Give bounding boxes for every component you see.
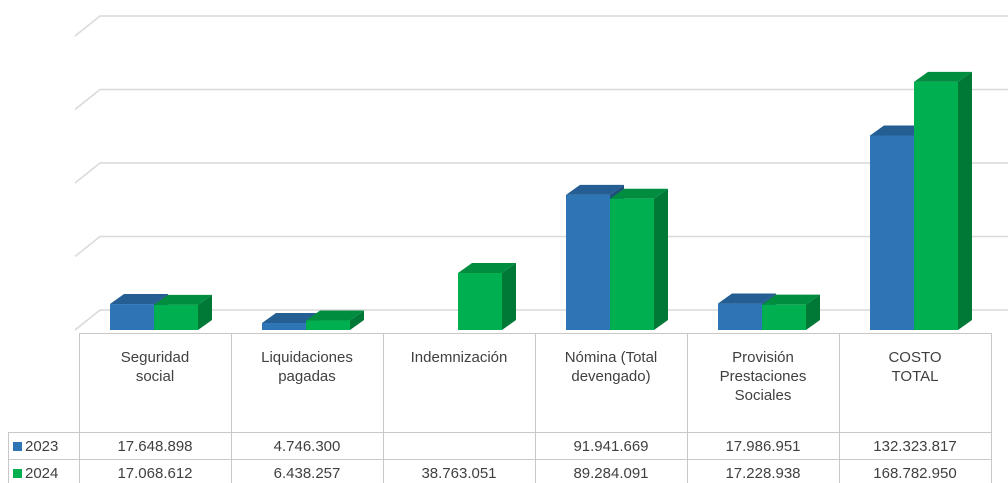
legend-label: 2024 bbox=[25, 464, 59, 482]
bar-top bbox=[610, 188, 668, 199]
value-cell: 17.986.951 bbox=[686, 432, 840, 460]
bar bbox=[610, 188, 668, 330]
bar bbox=[458, 263, 516, 330]
bar-top bbox=[110, 294, 168, 305]
bar-top bbox=[458, 263, 516, 274]
bar-front bbox=[914, 81, 958, 330]
bar-side bbox=[806, 294, 820, 330]
value-cell: 6.438.257 bbox=[230, 459, 384, 483]
category-label: Nómina (Total devengado) bbox=[564, 349, 658, 385]
table-row: 2024 17.068.612 6.438.257 38.763.051 89.284.… bbox=[8, 459, 992, 483]
bar-top bbox=[154, 294, 212, 305]
bar-front bbox=[110, 304, 154, 330]
legend-cell: 2024 bbox=[8, 459, 80, 483]
legend-cell: 2023 bbox=[8, 432, 80, 460]
table-header: Seguridad social Liquidaciones pagadas Ind… bbox=[8, 333, 992, 433]
bar-top bbox=[262, 313, 320, 324]
bar-front bbox=[458, 273, 502, 330]
bar-front bbox=[262, 323, 306, 330]
bar-front bbox=[610, 198, 654, 330]
category-label: Indemnización bbox=[410, 349, 508, 366]
bar-front bbox=[762, 304, 806, 330]
bar-top bbox=[566, 184, 624, 195]
grid-line bbox=[74, 309, 1008, 331]
bar bbox=[718, 293, 776, 330]
bar-front bbox=[870, 135, 914, 330]
bar-front bbox=[306, 320, 350, 330]
bar bbox=[154, 294, 212, 330]
value-cell: 91.941.669 bbox=[534, 432, 688, 460]
grid-line bbox=[74, 235, 1008, 258]
category-label: Liquidaciones pagadas bbox=[261, 349, 353, 385]
grid-line bbox=[74, 88, 1008, 111]
grid-line bbox=[74, 162, 1008, 184]
value-cell: 17.648.898 bbox=[78, 432, 232, 460]
grid-line bbox=[74, 15, 1008, 37]
bar-top bbox=[914, 71, 972, 82]
value-cell bbox=[382, 432, 536, 460]
category-cell: Provisión Prestaciones Sociales bbox=[686, 333, 840, 433]
bar bbox=[914, 71, 972, 330]
bar-top bbox=[870, 125, 928, 136]
category-cell: Nómina (Total devengado) bbox=[534, 333, 688, 433]
bar bbox=[762, 294, 820, 330]
value-cell: 89.284.091 bbox=[534, 459, 688, 483]
bar-front bbox=[718, 303, 762, 330]
value-cell: 4.746.300 bbox=[230, 432, 384, 460]
value-cell: 132.323.817 bbox=[838, 432, 992, 460]
value-cell: 17.228.938 bbox=[686, 459, 840, 483]
bar-side bbox=[350, 310, 364, 330]
bar-top bbox=[762, 294, 820, 305]
category-label: COSTO TOTAL bbox=[888, 349, 942, 385]
value-cell: 17.068.612 bbox=[78, 459, 232, 483]
legend-swatch bbox=[13, 441, 22, 451]
bar bbox=[306, 310, 364, 330]
data-table: Seguridad social Liquidaciones pagadas Ind… bbox=[8, 333, 992, 483]
bar-side bbox=[958, 71, 972, 330]
category-label: Provisión Prestaciones Sociales bbox=[719, 349, 807, 404]
value-cell: 38.763.051 bbox=[382, 459, 536, 483]
category-cell: Seguridad social bbox=[78, 333, 232, 433]
bar-top bbox=[718, 293, 776, 304]
table-row: 2023 17.648.898 4.746.300 91.941.669 17.986.… bbox=[8, 432, 992, 460]
legend-label: 2023 bbox=[25, 437, 59, 455]
bar-side bbox=[502, 263, 516, 330]
value-cell: 168.782.950 bbox=[838, 459, 992, 483]
bar-front bbox=[566, 194, 610, 330]
category-cell: Indemnización bbox=[382, 333, 536, 433]
legend-swatch bbox=[13, 468, 22, 478]
bar-top bbox=[306, 310, 364, 321]
category-label: Seguridad social bbox=[120, 349, 190, 385]
corner-cell bbox=[8, 333, 80, 433]
category-cell: COSTO TOTAL bbox=[838, 333, 992, 433]
bar-front bbox=[154, 304, 198, 330]
bar-side bbox=[198, 294, 212, 330]
bar-side bbox=[654, 188, 668, 330]
category-cell: Liquidaciones pagadas bbox=[230, 333, 384, 433]
